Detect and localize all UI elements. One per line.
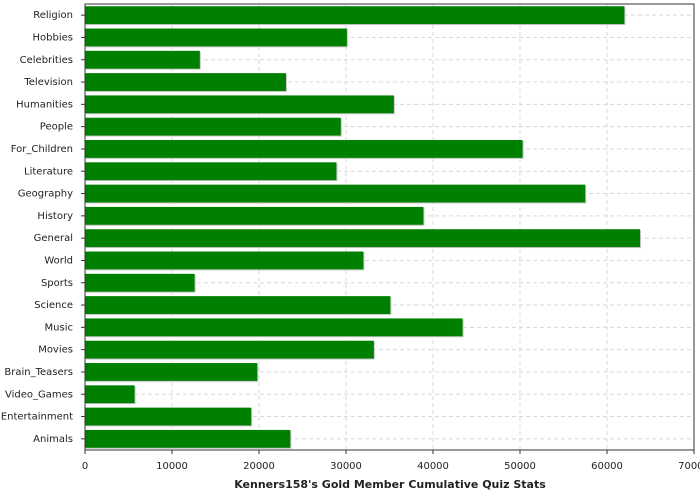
y-tick-label: Hobbies [33,32,73,43]
bar [85,407,252,426]
bar [85,28,347,47]
bar [85,50,200,69]
bar [85,229,641,248]
plot-area [85,4,694,450]
bar [85,273,195,292]
x-axis-label: Kenners158's Gold Member Cumulative Quiz… [234,478,546,491]
bar [85,95,394,114]
bar [85,184,586,203]
y-tick-label: Music [45,322,73,333]
y-tick-label: Sports [41,278,73,289]
bar [85,385,135,404]
bar [85,140,523,158]
bar [85,73,286,91]
bar [85,206,424,225]
y-tick-label: General [34,233,73,244]
y-tick-label: Brain_Teasers [4,367,73,378]
bar [85,296,391,314]
y-tick-label: Religion [33,10,73,21]
x-tick-label: 60000 [591,461,623,472]
x-tick-label: 70000 [678,461,700,472]
y-tick-label: Television [23,77,73,88]
y-tick-label: Geography [18,189,73,200]
y-tick-label: Science [34,300,73,311]
y-tick-label: Celebrities [20,55,73,66]
x-tick-label: 20000 [243,461,275,472]
bar [85,429,291,448]
y-tick-label: World [44,255,73,266]
x-tick-label: 40000 [417,461,449,472]
y-tick-label: History [37,211,73,222]
y-tick-label: Humanities [16,99,73,110]
y-tick-label: Literature [24,166,73,177]
y-tick-label: Entertainment [1,412,73,423]
x-tick-label: 50000 [504,461,536,472]
bar [85,363,258,381]
x-tick-label: 30000 [330,461,362,472]
x-tick-label: 10000 [156,461,188,472]
y-tick-label: Video_Games [5,389,73,400]
y-tick-label: People [40,122,73,133]
bar [85,117,341,136]
bar [85,6,625,25]
plot-frame [84,3,695,451]
bar [85,251,364,270]
y-tick-label: Animals [33,434,73,445]
y-tick-label: For_Children [11,144,73,155]
y-tick-label: Movies [38,345,73,356]
x-tick-label: 0 [82,461,88,472]
bar [85,318,463,337]
bar [85,162,337,181]
bar [85,340,374,359]
